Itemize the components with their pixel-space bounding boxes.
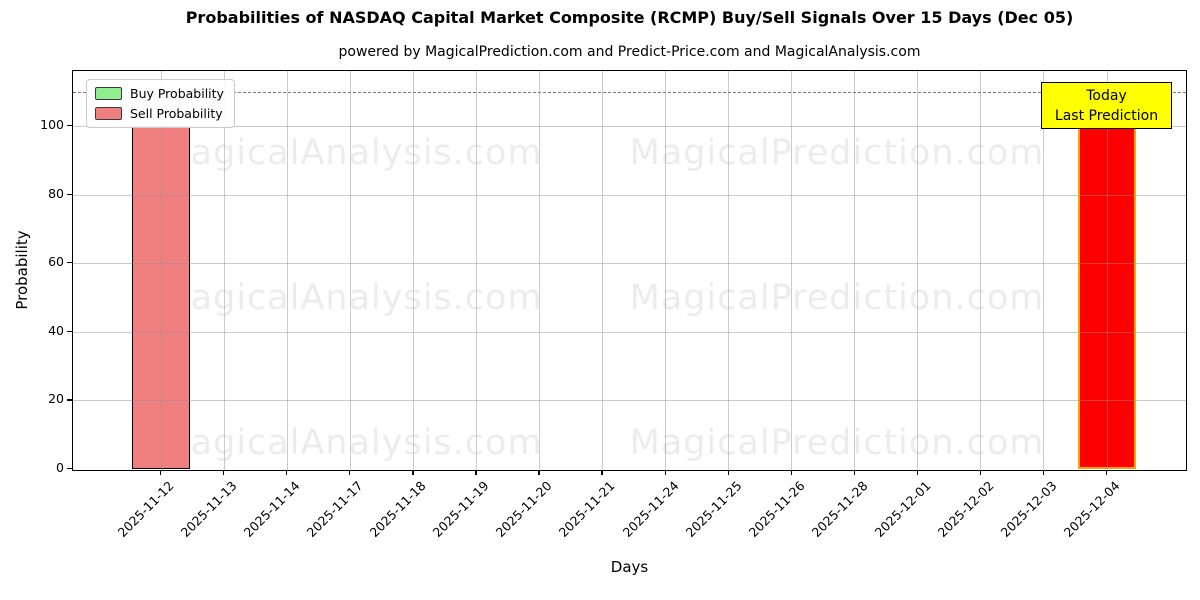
x-tick-mark [853, 470, 856, 475]
gridline-vertical [980, 71, 982, 470]
gridline-vertical [349, 71, 351, 470]
watermark-prediction: MagicalPrediction.com [629, 133, 1045, 173]
gridline-horizontal [73, 331, 1186, 333]
gridline-horizontal [73, 125, 1186, 127]
chart-subtitle: powered by MagicalPrediction.com and Pre… [338, 44, 921, 60]
gridline-vertical [538, 71, 540, 470]
x-tick-mark [601, 470, 603, 475]
x-tick-mark [916, 470, 919, 475]
y-tick-label: 60 [48, 254, 64, 270]
legend: Buy Probability Sell Probability [86, 79, 235, 128]
y-tick-label: 100 [40, 116, 64, 132]
x-tick-mark [160, 470, 162, 475]
y-tick-mark [67, 262, 72, 264]
gridline-vertical [160, 71, 162, 470]
y-axis-title: Probability [13, 230, 31, 310]
gridline-horizontal [73, 263, 1186, 265]
today-annotation-line2: Last Prediction [1054, 107, 1159, 124]
gridline-vertical [854, 71, 856, 470]
gridline-vertical [286, 71, 288, 470]
legend-item-buy: Buy Probability [95, 86, 224, 101]
watermark-analysis: MagicalAnalysis.com [159, 423, 543, 463]
y-tick-mark [67, 330, 72, 333]
watermark-analysis: MagicalAnalysis.com [159, 133, 543, 173]
gridline-vertical [728, 71, 730, 470]
gridline-vertical [791, 71, 793, 470]
y-tick-mark [67, 124, 72, 127]
buy-swatch-icon [95, 87, 122, 100]
gridline-vertical [665, 71, 667, 470]
y-tick-mark [67, 193, 72, 195]
x-tick-mark [349, 470, 351, 475]
bar-2025-11-12-sell [132, 125, 190, 469]
gridline-vertical [412, 71, 414, 470]
y-tick-label: 40 [48, 322, 64, 338]
x-tick-mark [1106, 470, 1108, 475]
legend-label-buy: Buy Probability [130, 86, 224, 101]
today-annotation: Today Last Prediction [1041, 82, 1172, 129]
x-tick-mark [412, 470, 414, 475]
y-tick-label: 80 [48, 185, 64, 201]
y-tick-label: 20 [48, 391, 64, 407]
watermark-prediction: MagicalPrediction.com [629, 423, 1045, 463]
y-tick-label: 0 [56, 460, 64, 475]
y-tick-mark [67, 399, 72, 401]
x-tick-mark [538, 470, 540, 475]
sell-swatch-icon [95, 107, 122, 120]
chart-title: Probabilities of NASDAQ Capital Market C… [185, 8, 1074, 27]
gridline-vertical [1106, 71, 1108, 470]
today-annotation-line1: Today [1086, 87, 1127, 104]
x-tick-mark [790, 470, 792, 475]
x-tick-mark [223, 470, 225, 475]
x-tick-mark [286, 470, 288, 475]
gridline-vertical [917, 71, 919, 470]
gridline-horizontal [73, 194, 1186, 196]
gridline-horizontal [73, 400, 1186, 402]
plot-area: Buy Probability Sell Probability Today L… [72, 70, 1187, 471]
x-tick-mark [979, 470, 982, 475]
legend-label-sell: Sell Probability [130, 106, 223, 121]
x-axis-title: Days [610, 558, 649, 576]
y-tick-mark [67, 468, 72, 470]
gridline-vertical [1043, 71, 1045, 470]
watermark-prediction: MagicalPrediction.com [629, 278, 1045, 318]
bar-2025-12-04-sell [1078, 125, 1136, 469]
x-tick-mark [664, 470, 666, 475]
x-tick-mark [475, 470, 477, 475]
threshold-dashed-line [73, 91, 1186, 93]
x-tick-mark [727, 470, 729, 475]
gridline-vertical [475, 71, 477, 470]
gridline-vertical [223, 71, 225, 470]
legend-item-sell: Sell Probability [95, 106, 224, 121]
watermark-analysis: MagicalAnalysis.com [159, 278, 543, 318]
x-tick-mark [1042, 470, 1045, 475]
gridline-vertical [601, 71, 603, 470]
